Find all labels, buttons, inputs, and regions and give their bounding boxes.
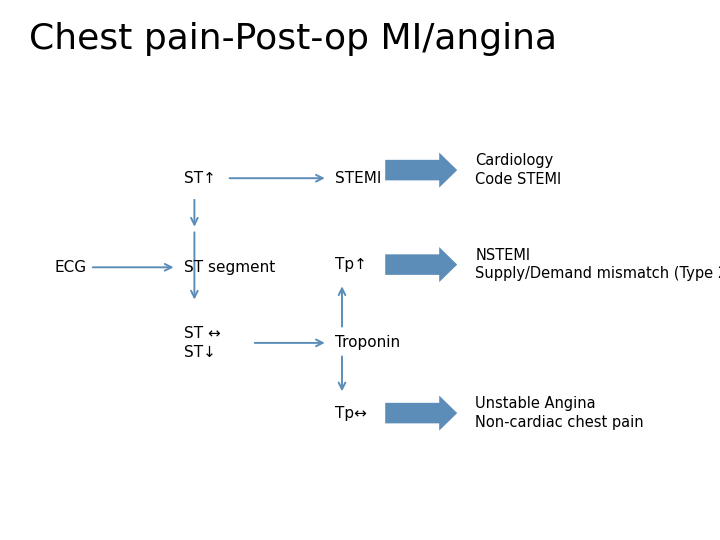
Polygon shape [385,247,457,282]
Text: NSTEMI
Supply/Demand mismatch (Type 2): NSTEMI Supply/Demand mismatch (Type 2) [475,248,720,281]
Text: Tp↑: Tp↑ [335,257,366,272]
Text: ECG: ECG [54,260,86,275]
Text: ST segment: ST segment [184,260,275,275]
Polygon shape [385,152,457,187]
Text: Unstable Angina
Non-cardiac chest pain: Unstable Angina Non-cardiac chest pain [475,396,644,430]
Text: STEMI: STEMI [335,171,381,186]
Text: Cardiology
Code STEMI: Cardiology Code STEMI [475,153,562,187]
Text: Troponin: Troponin [335,335,400,350]
Text: Chest pain-Post-op MI/angina: Chest pain-Post-op MI/angina [29,22,557,56]
Text: ST ↔
ST↓: ST ↔ ST↓ [184,326,220,360]
Text: ST↑: ST↑ [184,171,215,186]
Text: Tp↔: Tp↔ [335,406,366,421]
Polygon shape [385,395,457,431]
